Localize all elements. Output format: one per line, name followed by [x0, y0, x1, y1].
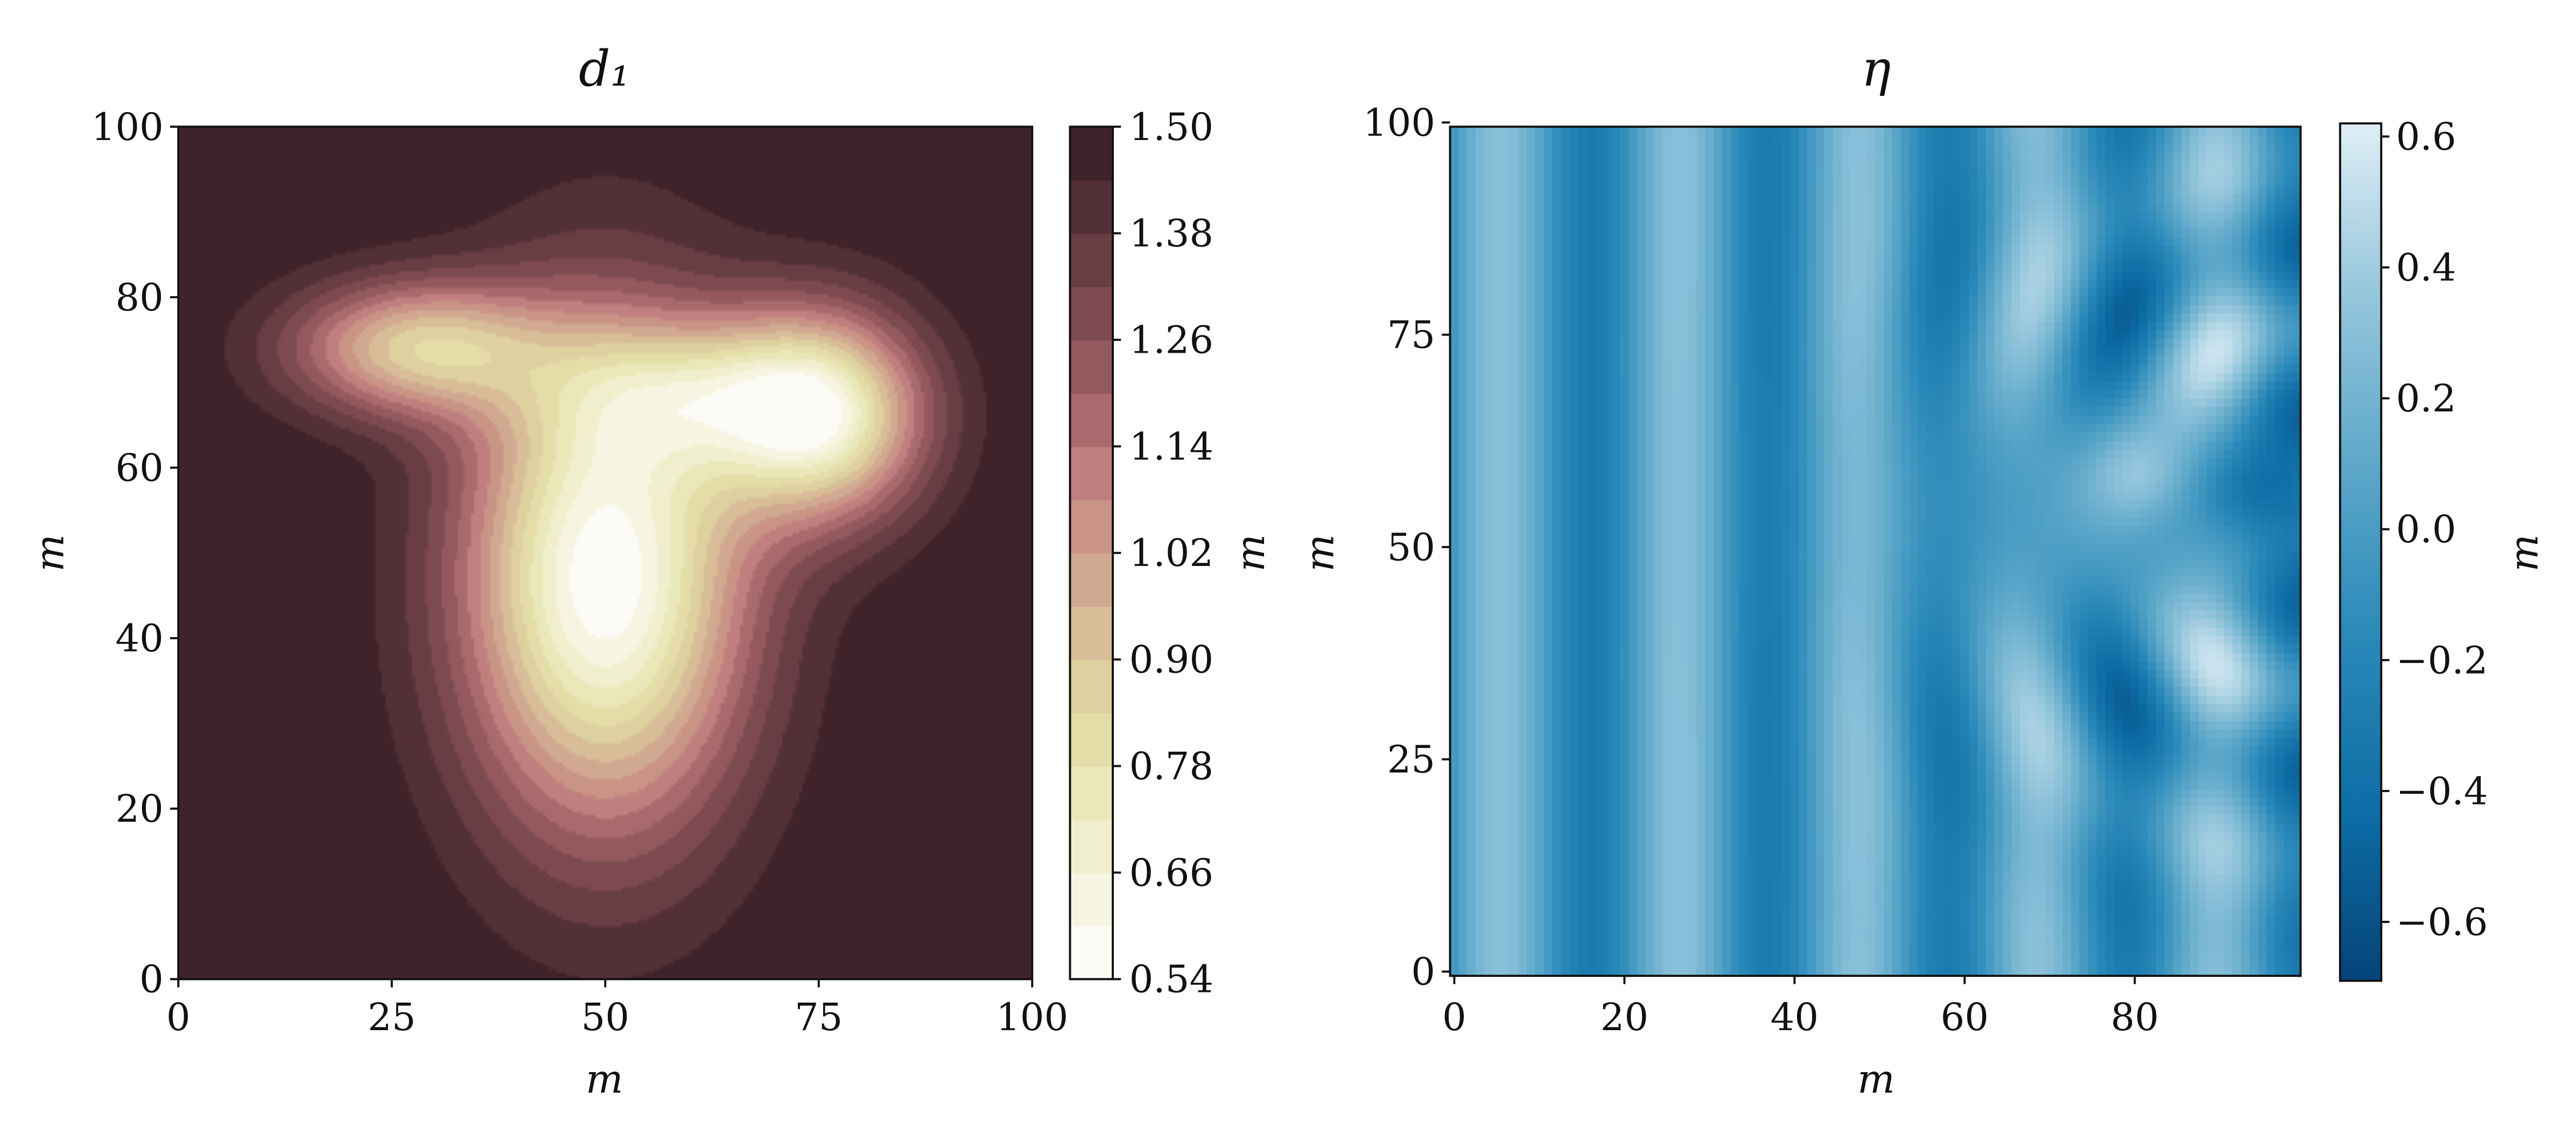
left-colorbar-band-14: [1070, 180, 1113, 234]
right-colorbar-tick-label-5: 0.4: [2396, 246, 2456, 290]
left-colorbar-band-2: [1070, 819, 1113, 873]
left-colorbar-tick-label-3: 0.90: [1129, 638, 1213, 682]
left-colorbar-band-12: [1070, 286, 1113, 341]
right-colorbar-tick-label-2: −0.2: [2396, 638, 2488, 682]
right-x-tick-label-3: 60: [1941, 995, 1989, 1039]
left-colorbar-band-15: [1070, 127, 1113, 181]
left-colorbar: m 0.54 0.66 0.78 0.90 1.02 1.14 1.26 1.38 1.50: [1069, 105, 1274, 1002]
right-y-tick-label-0: 0: [1411, 950, 1435, 994]
right-colorbar-tick-label-3: 0.0: [2396, 507, 2456, 551]
left-colorbar-band-9: [1070, 446, 1113, 501]
right-x-tick-label-4: 80: [2111, 995, 2159, 1039]
right-y-axis-label: m: [1297, 534, 1343, 572]
right-chart-title: η: [1862, 40, 1891, 97]
left-y-tick-label-3: 60: [115, 446, 163, 490]
left-colorbar-label: m: [1228, 534, 1274, 572]
left-colorbar-band-4: [1070, 712, 1113, 767]
left-colorbar-tick-label-5: 1.14: [1129, 424, 1213, 468]
left-x-tick-label-4: 100: [996, 995, 1068, 1039]
left-colorbar-band-6: [1070, 606, 1113, 660]
right-x-tick-label-2: 40: [1771, 995, 1819, 1039]
left-colorbar-band-13: [1070, 233, 1113, 288]
left-colorbar-band-0: [1070, 926, 1113, 980]
left-y-tick-label-1: 20: [115, 787, 163, 831]
right-colorbar-tick-label-4: 0.2: [2396, 376, 2456, 421]
right-colorbar: m −0.6 −0.4 −0.2 0.0 0.2 0.4 0.6: [2339, 115, 2547, 982]
left-colorbar-tick-label-1: 0.66: [1129, 851, 1213, 895]
left-y-tick-label-4: 80: [115, 275, 163, 319]
right-x-tick-label-1: 20: [1601, 995, 1648, 1039]
right-colorbar-frame: [2339, 122, 2383, 982]
left-x-tick-label-3: 75: [795, 995, 843, 1039]
right-y-tick-label-4: 100: [1363, 101, 1435, 145]
left-contour-field: [178, 127, 1033, 980]
left-colorbar-tick-label-0: 0.54: [1129, 957, 1213, 1002]
left-x-tick-label-1: 25: [368, 995, 416, 1039]
right-y-tick-label-3: 75: [1387, 313, 1435, 357]
left-colorbar-band-3: [1070, 766, 1113, 820]
left-contour-axes: d₁ m m 0 25 50 75 100 0 20 40 60 80 100: [27, 40, 1068, 1102]
right-x-axis-label: m: [1857, 1057, 1895, 1102]
left-y-axis-label: m: [27, 534, 73, 572]
left-chart-title: d₁: [579, 40, 630, 97]
right-colorbar-label: m: [2501, 534, 2547, 572]
left-colorbar-band-7: [1070, 552, 1113, 607]
right-heatmap-axes: η m m 0 20 40 60 80 0 25 50 75 100: [1297, 40, 2302, 1102]
right-y-tick-label-1: 25: [1387, 738, 1435, 782]
left-y-tick-label-0: 0: [139, 957, 164, 1002]
right-colorbar-tick-label-6: 0.6: [2396, 115, 2456, 159]
left-y-tick-label-5: 100: [92, 105, 164, 149]
left-colorbar-frame: [1069, 125, 1114, 981]
left-colorbar-band-8: [1070, 499, 1113, 554]
left-x-tick-label-0: 0: [166, 995, 191, 1039]
left-colorbar-band-1: [1070, 872, 1113, 927]
left-colorbar-band-10: [1070, 393, 1113, 447]
left-y-tick-label-2: 40: [115, 617, 163, 661]
left-colorbar-band-5: [1070, 659, 1113, 714]
right-colorbar-gradient: [2340, 123, 2382, 981]
left-colorbar-tick-label-2: 0.78: [1129, 744, 1213, 788]
left-colorbar-tick-label-7: 1.38: [1129, 212, 1213, 256]
left-colorbar-tick-label-6: 1.26: [1129, 318, 1213, 362]
left-colorbar-band-11: [1070, 340, 1113, 394]
left-colorbar-tick-label-4: 1.02: [1129, 531, 1213, 575]
right-colorbar-tick-label-1: −0.4: [2396, 769, 2488, 813]
right-colorbar-tick-label-0: −0.6: [2396, 900, 2488, 944]
left-x-tick-label-2: 50: [581, 995, 629, 1039]
left-x-axis-label: m: [586, 1057, 623, 1102]
right-heatmap-field: [1450, 127, 2301, 976]
right-x-tick-label-0: 0: [1442, 995, 1466, 1039]
left-colorbar-tick-label-8: 1.50: [1129, 105, 1213, 149]
right-plot-frame: [1449, 125, 2302, 977]
right-y-tick-label-2: 50: [1387, 525, 1435, 569]
